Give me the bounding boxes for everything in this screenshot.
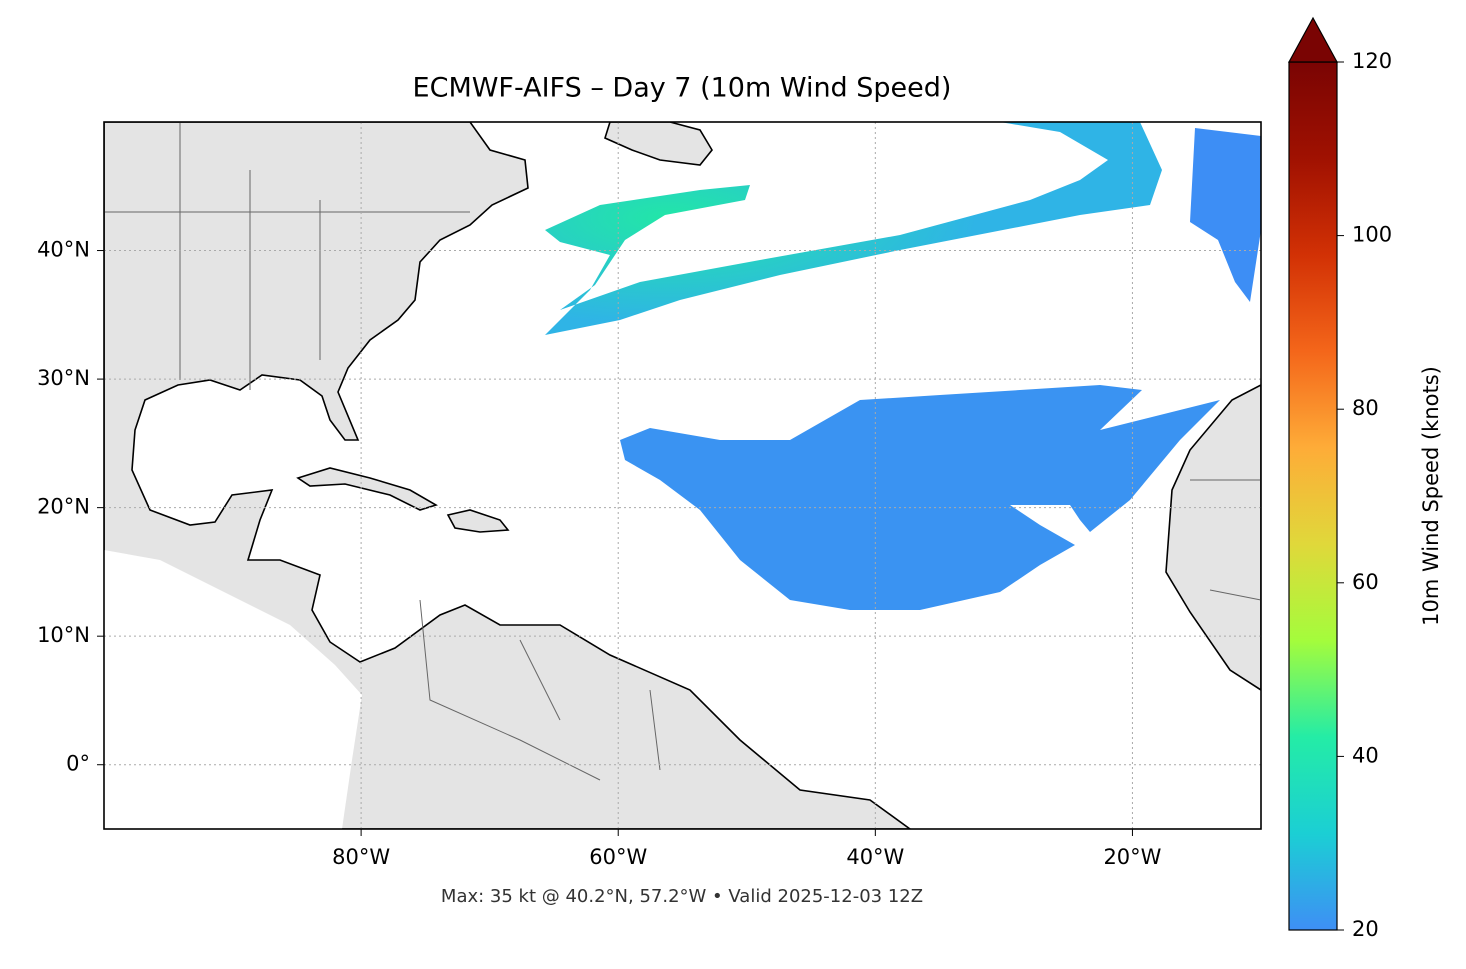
- colorbar-tick-label: 120: [1352, 49, 1392, 73]
- colorbar-tick-label: 20: [1352, 917, 1379, 941]
- colorbar-tick-label: 40: [1352, 743, 1379, 767]
- y-tick-label: 20°N: [37, 495, 90, 519]
- colorbar: [1288, 61, 1338, 931]
- colorbar-extend: [1287, 16, 1339, 63]
- x-tick-label: 20°W: [1103, 845, 1161, 869]
- wind-region: [620, 385, 1220, 610]
- colorbar-tick-label: 80: [1352, 396, 1379, 420]
- x-tick-label: 40°W: [846, 845, 904, 869]
- y-tick-label: 30°N: [37, 366, 90, 390]
- colorbar-tick-label: 60: [1352, 570, 1379, 594]
- pacific: [104, 550, 362, 829]
- x-tick-label: 60°W: [589, 845, 647, 869]
- y-tick-label: 0°: [66, 752, 90, 776]
- colorbar-tick-label: 100: [1352, 223, 1392, 247]
- africa: [1165, 384, 1261, 691]
- x-tick-label: 80°W: [332, 845, 390, 869]
- cuba: [296, 467, 438, 511]
- caption: Max: 35 kt @ 40.2°N, 57.2°W • Valid 2025…: [441, 886, 923, 907]
- y-tick-label: 10°N: [37, 623, 90, 647]
- colorbar-label: 10m Wind Speed (knots): [1419, 366, 1443, 626]
- y-tick-label: 40°N: [37, 238, 90, 262]
- wind-region: [1190, 128, 1261, 302]
- plot-frame: [103, 121, 1262, 830]
- map: [104, 122, 1261, 829]
- chart-title: ECMWF-AIFS – Day 7 (10m Wind Speed): [413, 73, 952, 104]
- wind-region: [545, 122, 1162, 335]
- hispaniola: [446, 509, 510, 533]
- greenland-coast: [604, 122, 713, 166]
